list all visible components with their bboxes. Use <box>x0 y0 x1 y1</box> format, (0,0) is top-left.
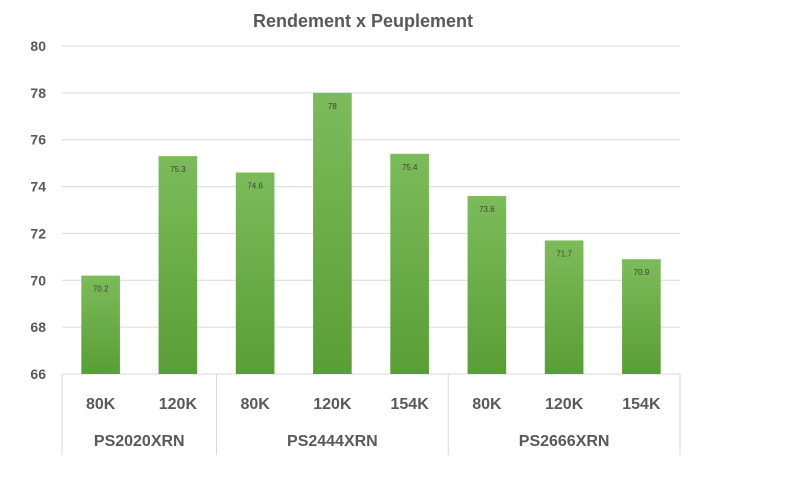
data-label: 70.9 <box>634 268 650 277</box>
chart-title: Rendement x Peuplement <box>253 11 473 31</box>
bars: 70.2 75.3 74.6 78 75.4 73.6 71.7 70.9 <box>81 92 661 374</box>
y-tick-label: 78 <box>30 85 46 101</box>
x-tick-label: 120K <box>159 396 198 413</box>
bar <box>81 275 120 374</box>
bar <box>313 92 352 374</box>
group-label: PS2020XRN <box>94 433 185 450</box>
bar <box>158 156 198 374</box>
y-tick-label: 72 <box>30 225 46 241</box>
data-label: 73.6 <box>479 205 495 214</box>
bar <box>390 153 429 374</box>
x-axis: 80K 120K 80K 120K 154K 80K 120K 154K PS2020XRN PS… <box>61 374 681 455</box>
x-tick-label: 80K <box>86 396 116 413</box>
data-label: 70.2 <box>93 285 109 294</box>
data-label: 75.4 <box>402 163 418 172</box>
data-label: 75.3 <box>170 165 186 174</box>
group-label: PS2444XRN <box>287 433 378 450</box>
group-label: PS2666XRN <box>519 433 610 450</box>
data-label: 74.6 <box>247 182 263 191</box>
y-tick-label: 80 <box>30 38 46 54</box>
x-tick-label: 154K <box>391 396 430 413</box>
data-label: 71.7 <box>556 249 572 258</box>
y-tick-label: 70 <box>30 272 46 288</box>
x-tick-label: 80K <box>240 396 270 413</box>
y-axis: 66 68 70 72 74 76 78 80 <box>30 38 46 382</box>
y-tick-label: 66 <box>30 366 46 382</box>
bar <box>235 172 275 374</box>
y-tick-label: 76 <box>30 132 46 148</box>
x-tick-label: 120K <box>313 396 352 413</box>
bar <box>544 240 584 374</box>
grid-layer <box>62 45 680 375</box>
bar <box>467 195 507 374</box>
x-tick-label: 154K <box>622 396 661 413</box>
y-tick-label: 74 <box>30 179 46 195</box>
x-tick-label: 120K <box>545 396 584 413</box>
bar <box>622 259 661 374</box>
x-tick-label: 80K <box>472 396 502 413</box>
data-label: 78 <box>328 102 337 111</box>
y-tick-label: 68 <box>30 319 46 335</box>
